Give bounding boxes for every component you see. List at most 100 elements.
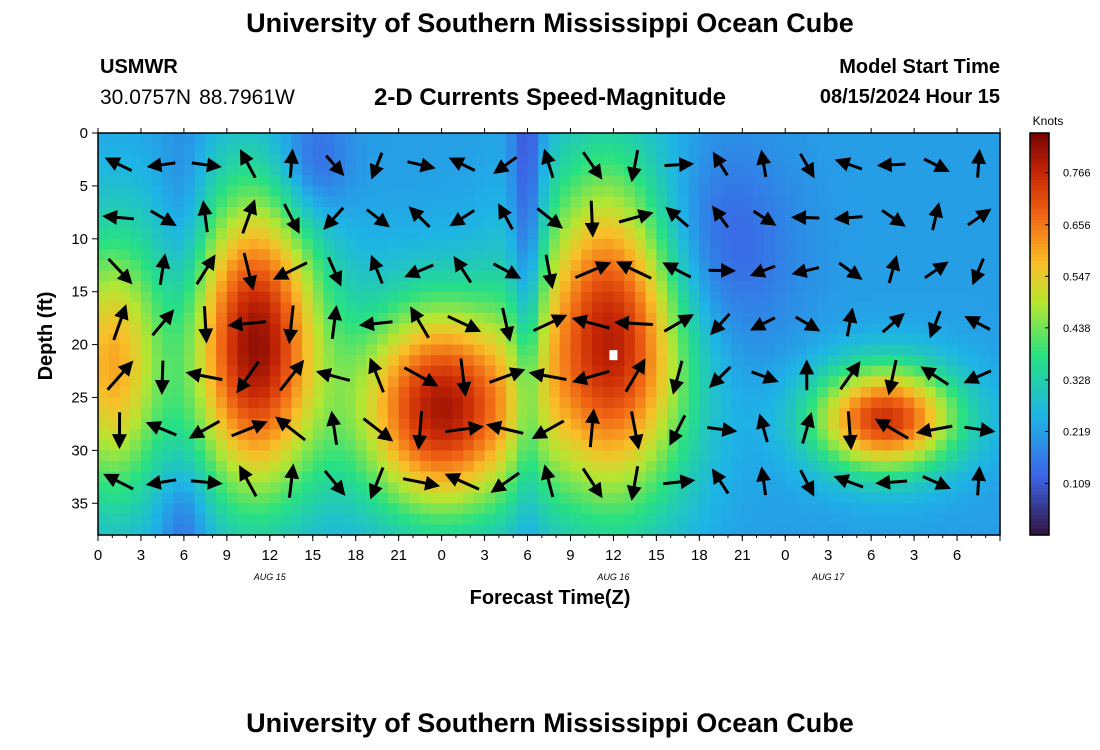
heat-cell <box>645 143 657 155</box>
heat-cell <box>463 450 475 462</box>
heat-cell <box>591 524 604 536</box>
heat-cell <box>291 376 303 388</box>
heat-cell <box>183 418 196 430</box>
heat-cell <box>130 513 142 526</box>
heat-cell <box>795 334 808 346</box>
heat-cell <box>817 460 829 473</box>
heat-cell <box>334 249 346 261</box>
heat-cell <box>731 207 743 219</box>
heat-cell <box>677 429 690 441</box>
heat-cell <box>838 281 851 293</box>
current-vector <box>624 358 646 393</box>
heat-cell <box>430 386 443 399</box>
heat-cell <box>506 355 518 367</box>
colorbar-segment <box>1030 374 1049 379</box>
heat-cell <box>130 238 142 250</box>
heat-cell <box>935 524 947 536</box>
colorbar-segment <box>1030 223 1049 228</box>
colorbar-segment <box>1030 511 1049 516</box>
heat-cell <box>710 524 722 536</box>
colorbar-segment <box>1030 233 1049 238</box>
heat-cell <box>935 312 947 325</box>
heat-cell <box>624 323 636 335</box>
heat-cell <box>463 291 475 303</box>
current-vector <box>362 417 394 442</box>
heat-cell <box>656 429 668 441</box>
heat-cell <box>130 450 142 462</box>
heat-cell <box>98 386 110 399</box>
heat-cell <box>817 270 829 282</box>
heat-cell <box>946 228 958 240</box>
heat-cell <box>173 281 185 293</box>
colorbar-segment <box>1030 143 1049 147</box>
heat-cell <box>699 355 711 367</box>
heat-cell <box>860 365 872 377</box>
heat-cell <box>344 460 357 473</box>
colorbar-segment <box>1030 370 1049 375</box>
heat-cell <box>495 397 507 409</box>
heat-cell <box>957 238 969 250</box>
heat-cell <box>463 281 475 293</box>
heat-cell <box>183 196 196 208</box>
heat-cell <box>946 503 958 515</box>
heat-cell <box>581 429 593 441</box>
colorbar-segment <box>1030 340 1049 345</box>
heat-cell <box>248 228 260 240</box>
heat-cell <box>334 133 346 145</box>
heat-cell <box>173 513 185 526</box>
heat-cell <box>860 175 872 187</box>
heat-cell <box>183 249 196 261</box>
heat-cell <box>387 207 400 219</box>
heat-cell <box>634 408 647 420</box>
heat-cell <box>903 460 915 473</box>
heat-cell <box>140 386 153 399</box>
heat-cell <box>903 365 915 377</box>
heat-cell <box>398 365 411 377</box>
heat-cell <box>989 344 1001 356</box>
heat-cell <box>978 344 990 356</box>
heat-cell <box>742 281 754 293</box>
heat-cell <box>119 207 131 219</box>
heat-cell <box>774 365 786 377</box>
heat-cell <box>892 164 904 176</box>
heat-cell <box>173 450 185 462</box>
heat-cell <box>710 365 722 377</box>
heat-cell <box>871 376 883 388</box>
heat-cell <box>892 207 904 219</box>
heat-cell <box>140 154 153 166</box>
heat-cell <box>892 334 904 346</box>
heat-cell <box>452 133 464 145</box>
heat-cell <box>119 259 131 272</box>
heat-cell <box>216 386 228 399</box>
heat-cell <box>98 249 110 261</box>
heat-cell <box>860 196 872 208</box>
heat-cell <box>656 281 668 293</box>
x-tick-label: 18 <box>691 547 708 564</box>
heat-cell <box>205 143 217 155</box>
heat-cell <box>398 429 411 441</box>
heat-cell <box>409 386 421 399</box>
heat-cell <box>259 291 271 303</box>
heat-cell <box>302 302 314 314</box>
colorbar-segment <box>1030 163 1049 168</box>
heat-cell <box>667 270 679 282</box>
heat-cell <box>538 133 550 145</box>
heat-cell <box>323 355 335 367</box>
heat-cell <box>506 344 518 356</box>
heat-cell <box>366 344 378 356</box>
heat-cell <box>602 302 615 314</box>
heat-cell <box>452 228 464 240</box>
heat-cell <box>667 291 679 303</box>
heat-cell <box>903 175 915 187</box>
heat-cell <box>613 238 625 250</box>
heat-cell <box>892 323 904 335</box>
heat-cell <box>634 460 647 473</box>
heat-cell <box>119 376 131 388</box>
heat-cell <box>269 312 282 325</box>
heat-cell <box>946 450 958 462</box>
heat-cell <box>806 291 819 303</box>
heat-cell <box>795 450 808 462</box>
heat-cell <box>774 386 786 399</box>
heat-cell <box>935 418 947 430</box>
heat-cell <box>312 376 325 388</box>
